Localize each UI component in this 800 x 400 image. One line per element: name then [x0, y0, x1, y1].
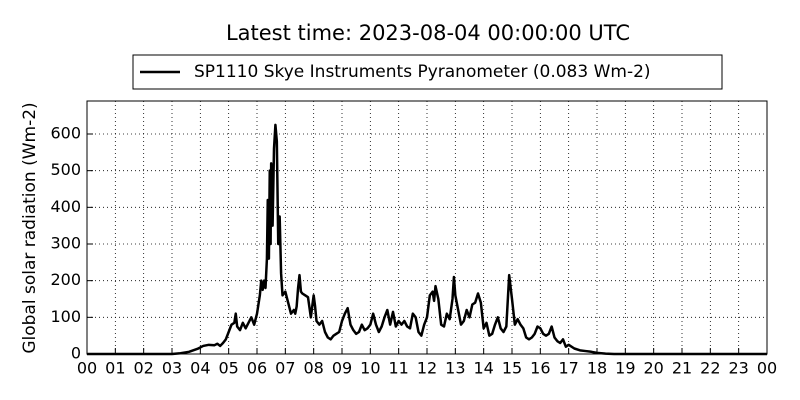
x-tick-label: 04: [190, 359, 210, 378]
x-tick-label: 16: [530, 359, 550, 378]
x-tick-label: 09: [332, 359, 352, 378]
x-tick-label: 03: [162, 359, 182, 378]
y-axis-label: Global solar radiation (Wm-2): [20, 102, 40, 353]
x-tick-label: 21: [672, 359, 692, 378]
y-tick-label: 500: [50, 160, 81, 179]
x-tick-label: 11: [388, 359, 408, 378]
x-tick-label: 01: [105, 359, 125, 378]
x-tick-label: 20: [643, 359, 663, 378]
y-tick-label: 0: [71, 344, 81, 363]
x-tick-label: 14: [473, 359, 493, 378]
x-tick-label: 00: [757, 359, 777, 378]
x-tick-label: 08: [303, 359, 323, 378]
legend-label: SP1110 Skye Instruments Pyranometer (0.0…: [194, 62, 651, 82]
y-tick-label: 200: [50, 270, 81, 289]
x-tick-label: 18: [587, 359, 607, 378]
x-tick-label: 12: [417, 359, 437, 378]
x-tick-label: 15: [502, 359, 522, 378]
plot-frame: [86, 100, 768, 355]
x-tick-label: 17: [558, 359, 578, 378]
y-tick-label: 600: [50, 124, 81, 143]
x-tick-label: 22: [700, 359, 720, 378]
x-tick-label: 06: [247, 359, 267, 378]
x-tick-label: 05: [218, 359, 238, 378]
legend-box: [132, 54, 723, 90]
x-tick-label: 00: [77, 359, 97, 378]
data-line: [87, 123, 767, 356]
y-tick-label: 400: [50, 197, 81, 216]
x-tick-label: 13: [445, 359, 465, 378]
x-tick-label: 23: [728, 359, 748, 378]
chart-title: Latest time: 2023-08-04 00:00:00 UTC: [226, 21, 630, 45]
x-tick-label: 19: [615, 359, 635, 378]
x-tick-label: 10: [360, 359, 380, 378]
y-tick-label: 300: [50, 234, 81, 253]
y-tick-label: 100: [50, 307, 81, 326]
x-tick-label: 02: [133, 359, 153, 378]
x-tick-label: 07: [275, 359, 295, 378]
